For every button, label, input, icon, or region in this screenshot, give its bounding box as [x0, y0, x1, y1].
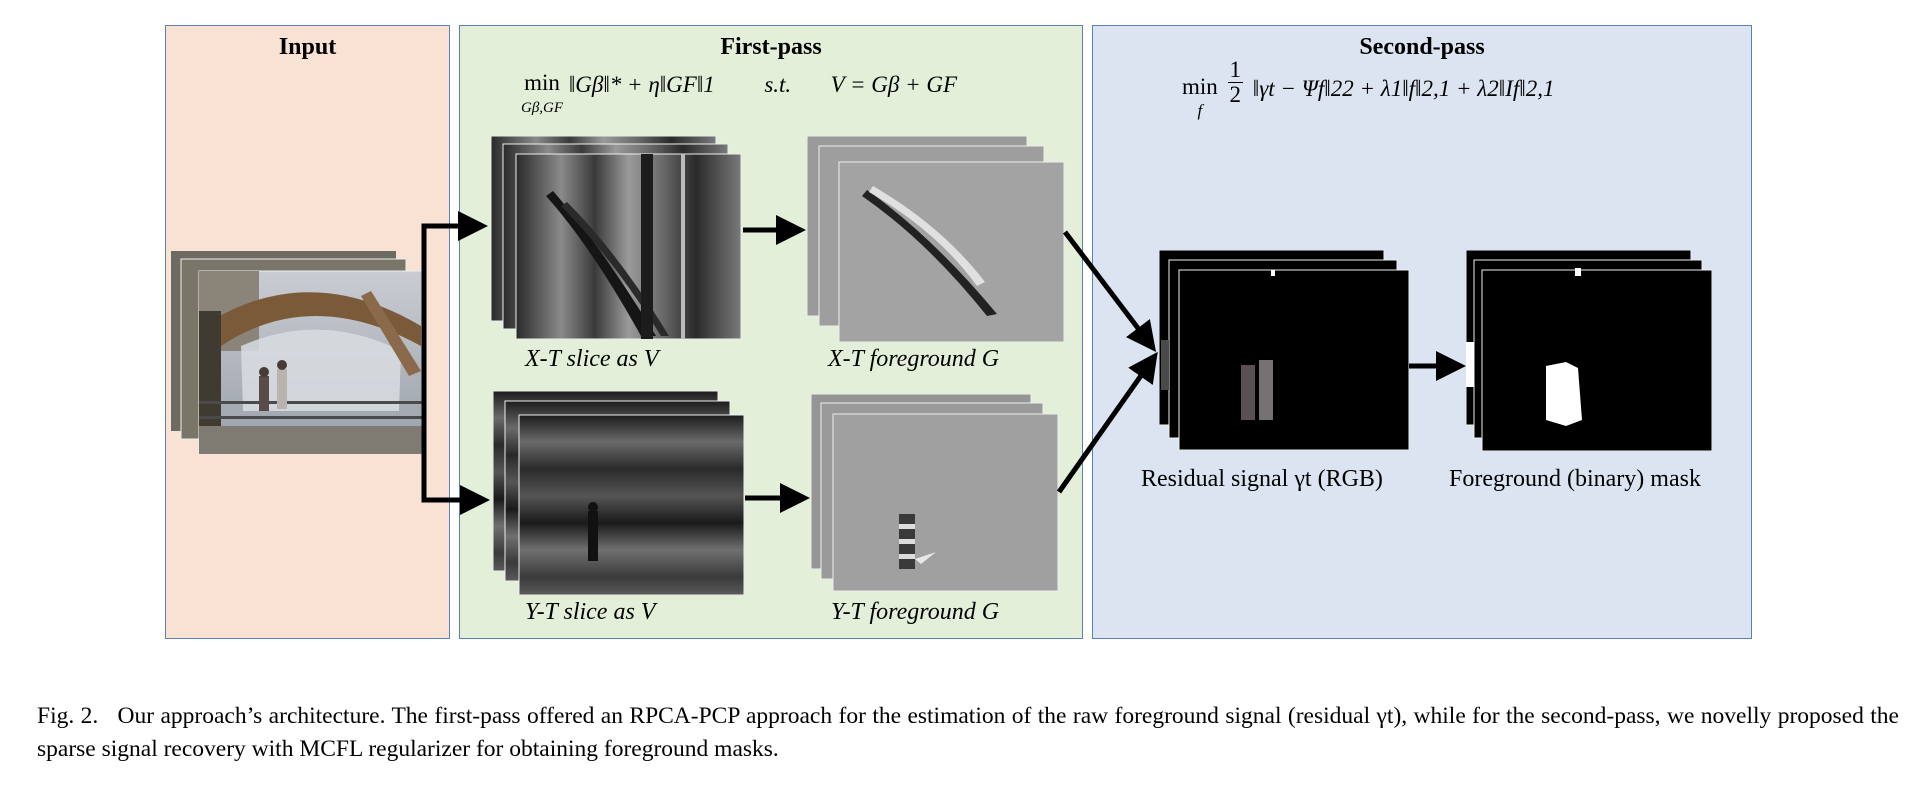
residual-signal-stack [1158, 249, 1410, 451]
figure-caption: Fig. 2. Our approach’s architecture. The… [37, 700, 1899, 766]
xt-foreground-label: X-T foreground G [828, 346, 1000, 372]
second-min-sub: f [1197, 101, 1203, 120]
residual-signal-label: Residual signal γt (RGB) [1141, 466, 1383, 492]
yt-slice-label: Y-T slice as V [525, 599, 656, 625]
second-min: min [1182, 74, 1218, 99]
xt-slice-stack [490, 135, 743, 341]
xt-foreground-image [806, 135, 1065, 343]
second-objective: ‖γt − Ψf‖22 + λ1‖f‖2,1 + λ2‖If‖2,1 [1252, 76, 1555, 101]
first-pass-title: First-pass [720, 34, 822, 60]
yt-foreground-label: Y-T foreground G [831, 599, 1000, 625]
yt-foreground-image [810, 393, 1059, 592]
xt-foreground-stack [806, 135, 1065, 343]
caption-fig-number: Fig. 2. [37, 703, 99, 729]
input-frames-image [171, 251, 427, 455]
first-constraint: V = Gβ + GF [830, 72, 958, 97]
first-pass-formula: min Gβ,GF ‖Gβ‖* + η‖GF‖1 s.t. V = Gβ + G… [521, 70, 958, 119]
foreground-mask-image [1465, 249, 1713, 452]
yt-slice-image [492, 390, 745, 596]
second-pass-formula: min f 1 2 ‖γt − Ψf‖22 + λ1‖f‖2,1 + λ2‖If… [1182, 58, 1554, 122]
second-frac-den: 2 [1227, 82, 1244, 107]
first-st: s.t. [764, 72, 792, 97]
first-min: min [524, 70, 560, 95]
xt-slice-label: X-T slice as V [525, 346, 659, 372]
foreground-mask-stack [1465, 249, 1713, 452]
foreground-mask-label: Foreground (binary) mask [1449, 466, 1701, 492]
input-title: Input [278, 34, 337, 60]
yt-slice-stack [492, 390, 745, 596]
first-min-sub: Gβ,GF [521, 100, 564, 116]
second-pass-title: Second-pass [1359, 34, 1485, 60]
input-video-frames [171, 251, 427, 456]
second-frac-num: 1 [1229, 57, 1242, 82]
first-objective: ‖Gβ‖* + η‖GF‖1 [568, 72, 715, 97]
yt-foreground-stack [810, 393, 1059, 592]
caption-text: Our approach’s architecture. The first-p… [37, 703, 1899, 762]
xt-slice-image [490, 135, 742, 340]
residual-signal-image [1158, 249, 1410, 451]
